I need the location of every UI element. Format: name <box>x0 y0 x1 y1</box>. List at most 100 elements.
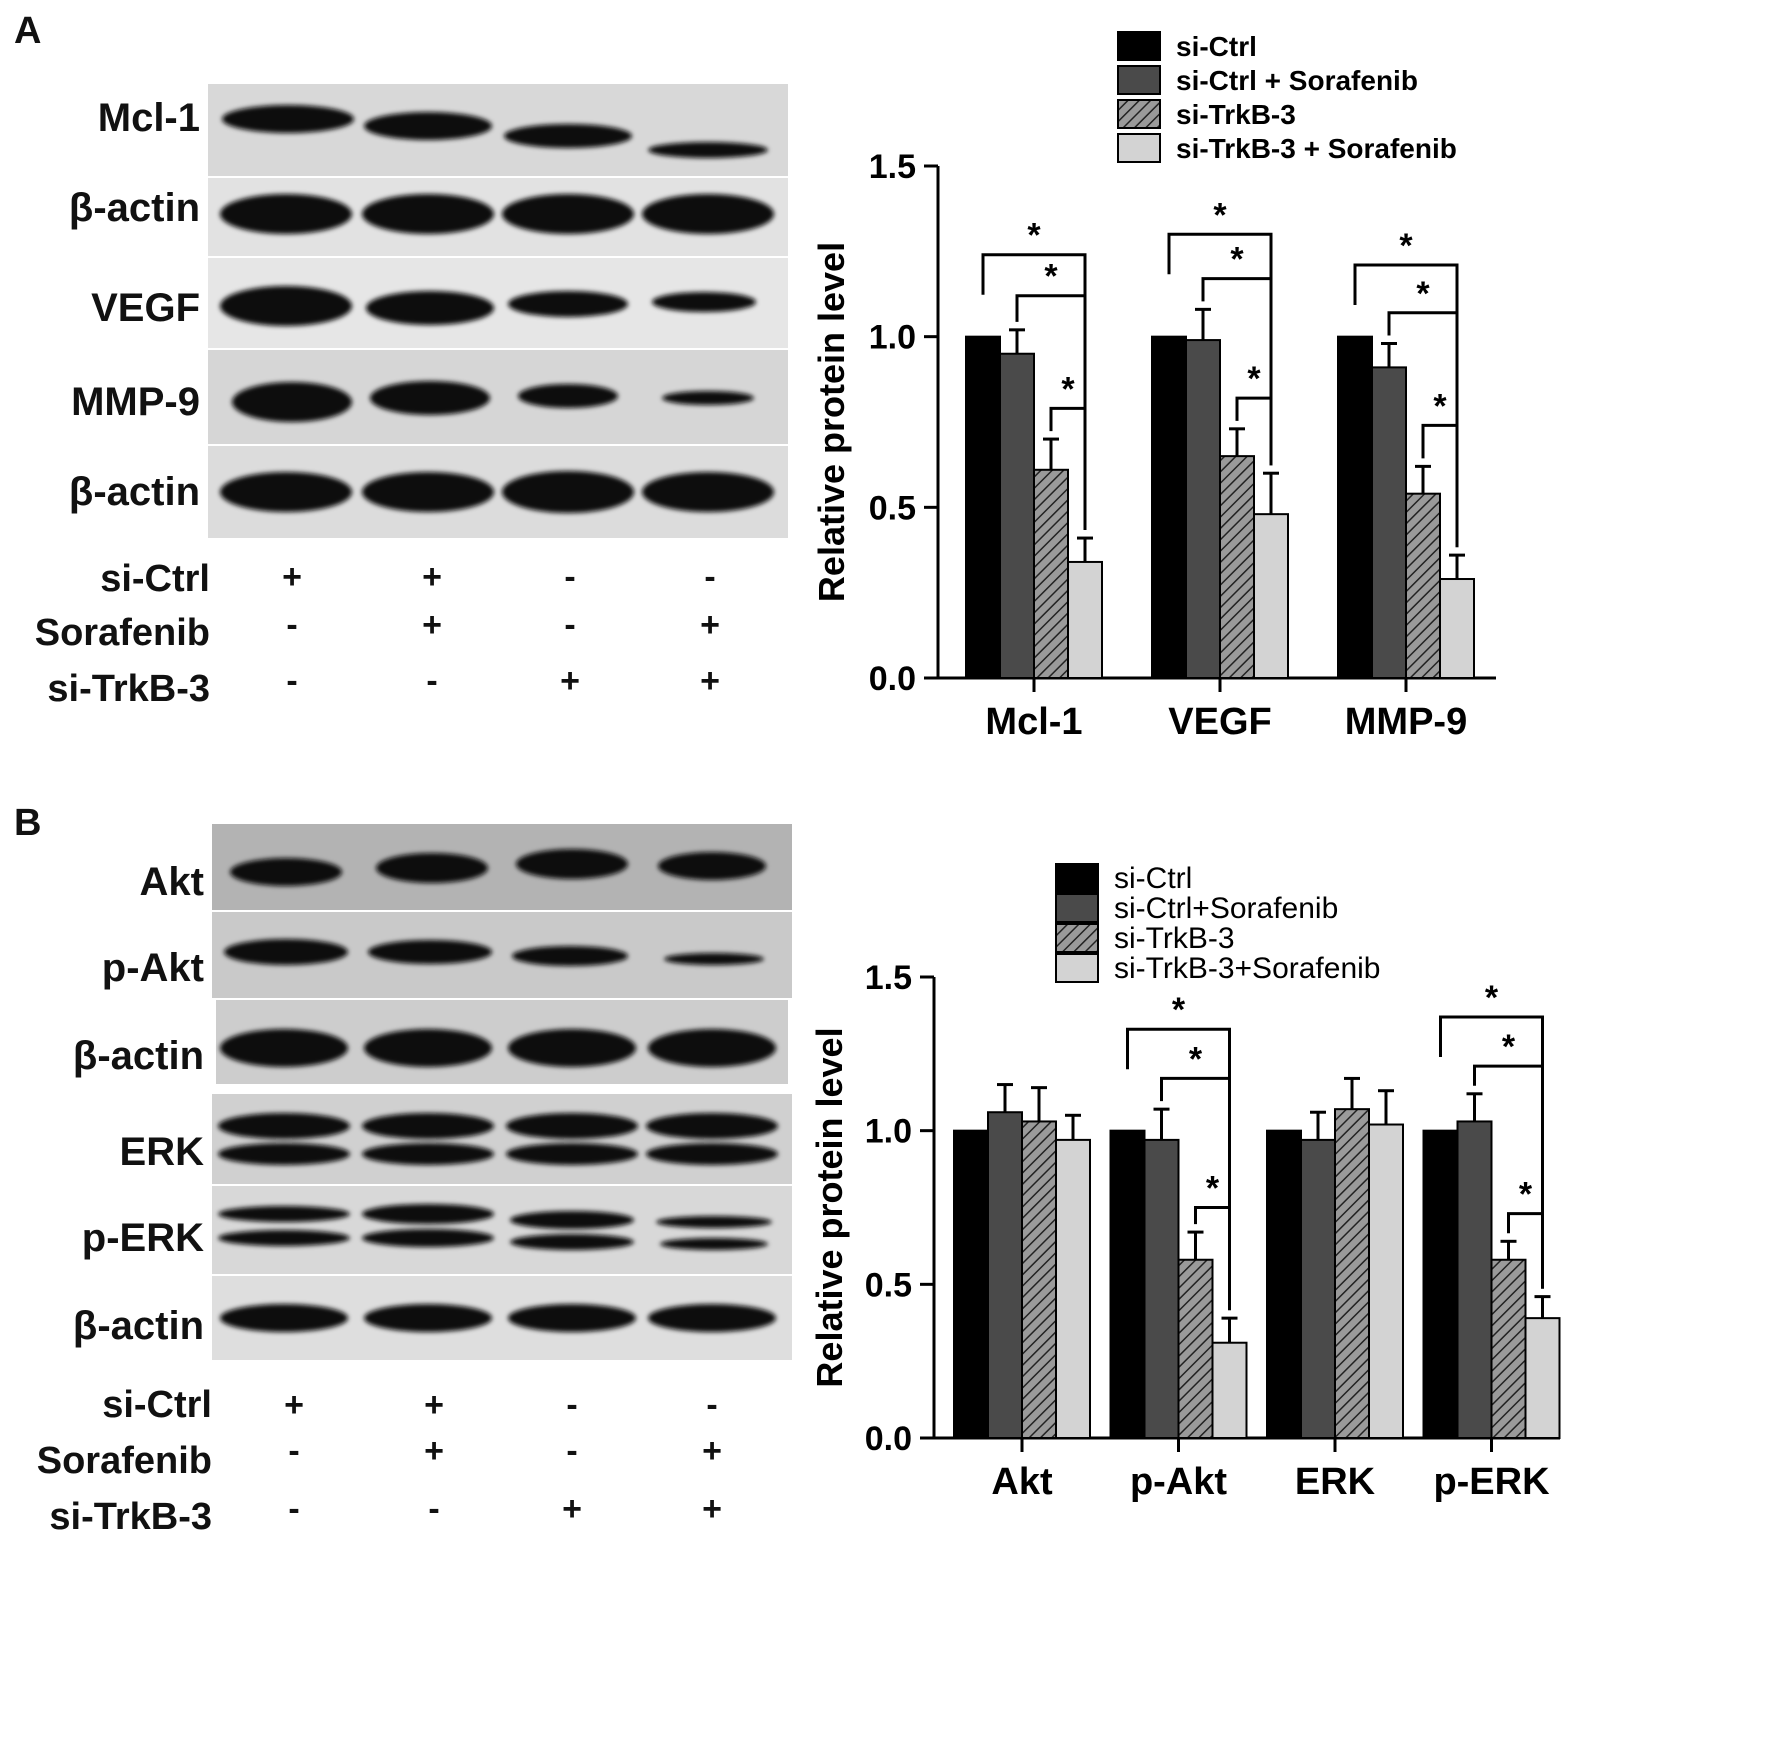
bar <box>1456 1120 1493 1439</box>
blot-label-p-erk: p-ERK <box>81 1216 204 1260</box>
significance-bracket <box>1507 1212 1544 1289</box>
bar <box>999 352 1035 679</box>
panel-a-western-blot <box>208 84 788 538</box>
condition-sign: + <box>282 558 302 596</box>
significance-star: * <box>1230 241 1244 279</box>
legend-label: si-Ctrl <box>1176 31 1257 62</box>
condition-label-si-trkb3: si-TrkB-3 <box>47 668 210 710</box>
significance-star: * <box>1416 275 1430 313</box>
bar <box>1422 1129 1459 1439</box>
bar <box>1524 1317 1561 1440</box>
panel-b-letter: B <box>14 802 42 844</box>
condition-sign: - <box>566 1432 578 1470</box>
bar <box>965 335 1001 679</box>
legend-swatch <box>1055 953 1099 983</box>
legend-swatch <box>1117 99 1161 129</box>
condition-label-si-ctrl: si-Ctrl <box>100 558 210 600</box>
significance-bracket <box>1049 406 1087 531</box>
bar <box>1021 1120 1057 1439</box>
blot-label-beta-actin: β-actin <box>68 470 200 514</box>
significance-star: * <box>1061 370 1075 408</box>
condition-sign: - <box>286 662 298 700</box>
significance-bracket <box>1421 423 1459 548</box>
bar <box>1490 1258 1527 1439</box>
bar <box>1177 1258 1214 1439</box>
blot-label-mcl1: Mcl-1 <box>97 96 200 140</box>
legend-swatch <box>1117 31 1161 61</box>
bar <box>1405 492 1441 679</box>
bar <box>1439 578 1475 679</box>
bar <box>953 1129 989 1439</box>
significance-star: * <box>1189 1040 1203 1078</box>
y-tick-label: 1.5 <box>865 959 912 997</box>
significance-bracket <box>1160 1076 1231 1311</box>
y-tick-label: 1.0 <box>865 1113 912 1151</box>
y-axis-label: Relative protein level <box>811 242 852 602</box>
bar <box>1185 339 1221 679</box>
x-tick-label: p-ERK <box>1433 1461 1550 1503</box>
y-tick-label: 1.0 <box>869 319 916 357</box>
significance-star: * <box>1027 217 1041 255</box>
x-tick-label: Mcl-1 <box>985 701 1082 743</box>
blot-label-beta-actin: β-actin <box>72 1034 204 1078</box>
legend-swatch <box>1117 133 1161 163</box>
blot-label-beta-actin: β-actin <box>68 186 200 230</box>
significance-bracket <box>1235 396 1273 466</box>
condition-sign: - <box>704 558 716 596</box>
legend-label: si-Ctrl <box>1114 862 1192 895</box>
condition-label-si-ctrl: si-Ctrl <box>102 1384 212 1426</box>
bar <box>1109 1129 1146 1439</box>
legend-swatch <box>1055 863 1099 893</box>
significance-star: * <box>1172 991 1186 1029</box>
bar <box>1219 455 1255 679</box>
bar <box>1067 560 1103 679</box>
legend-swatch <box>1117 65 1161 95</box>
condition-sign: + <box>702 1432 722 1470</box>
legend-label: si-TrkB-3 + Sorafenib <box>1176 133 1457 164</box>
bar <box>1253 513 1289 679</box>
legend-label: si-TrkB-3+Sorafenib <box>1114 952 1380 985</box>
panel-a-letter: A <box>14 10 42 52</box>
condition-sign: + <box>422 606 442 644</box>
condition-sign: - <box>566 1386 578 1424</box>
x-tick-label: MMP-9 <box>1345 701 1467 743</box>
bar <box>1300 1138 1336 1439</box>
bar <box>1334 1108 1370 1439</box>
y-tick-label: 0.5 <box>869 489 916 527</box>
legend-label: si-TrkB-3 <box>1114 922 1235 955</box>
panel-b-western-blot <box>212 824 792 1360</box>
blot-label-p-akt: p-Akt <box>101 946 204 990</box>
y-tick-label: 0.5 <box>865 1266 912 1304</box>
significance-star: * <box>1433 387 1447 425</box>
condition-sign: + <box>422 558 442 596</box>
condition-sign: - <box>428 1490 440 1528</box>
blot-label-erk: ERK <box>119 1130 204 1174</box>
significance-bracket <box>1194 1206 1231 1311</box>
bar <box>1368 1123 1404 1439</box>
condition-sign: + <box>424 1386 444 1424</box>
bar <box>1371 366 1407 679</box>
x-tick-label: VEGF <box>1168 701 1271 743</box>
bar <box>1211 1341 1248 1439</box>
condition-sign: + <box>700 606 720 644</box>
blot-label-mmp9: MMP-9 <box>71 380 200 424</box>
bar <box>1337 335 1373 679</box>
x-tick-label: p-Akt <box>1130 1461 1227 1503</box>
condition-sign: + <box>424 1432 444 1470</box>
condition-sign: + <box>562 1490 582 1528</box>
condition-sign: - <box>706 1386 718 1424</box>
x-tick-label: ERK <box>1295 1461 1376 1503</box>
condition-sign: - <box>564 558 576 596</box>
bar <box>1151 335 1187 679</box>
bar <box>1055 1138 1091 1439</box>
significance-star: * <box>1213 196 1227 234</box>
legend-label: si-Ctrl+Sorafenib <box>1114 892 1338 925</box>
condition-sign: - <box>288 1490 300 1528</box>
condition-sign: - <box>286 606 298 644</box>
condition-sign: - <box>288 1432 300 1470</box>
chart-b: 0.0 0.5 1.0 1.5 Relative protein level Akt p-A… <box>809 862 1561 1503</box>
y-axis-label: Relative protein level <box>809 1027 850 1387</box>
legend-label: si-Ctrl + Sorafenib <box>1176 65 1418 96</box>
y-tick-label: 1.5 <box>869 148 916 186</box>
condition-sign: + <box>700 662 720 700</box>
